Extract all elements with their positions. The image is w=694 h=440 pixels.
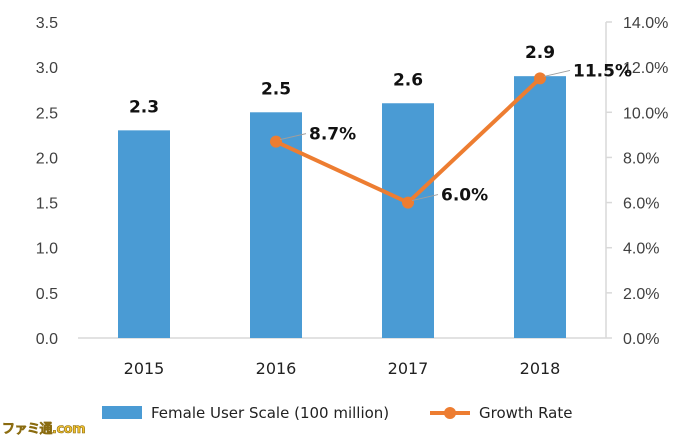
left-tick-label: 2.5: [36, 105, 58, 122]
category-label: 2016: [256, 359, 297, 378]
left-axis-ticks: 0.0 0.5 1.0 1.5 2.0 2.5 3.0 3.5: [36, 15, 58, 348]
label-leader-line: [279, 133, 307, 141]
left-tick-label: 2.0: [36, 150, 58, 167]
bar-value-label: 2.5: [261, 79, 291, 99]
left-tick-label: 1.0: [36, 241, 58, 258]
bar-series: [118, 76, 566, 339]
right-tick-label: 8.0%: [623, 150, 659, 167]
line-value-label: 6.0%: [441, 186, 488, 206]
category-labels: 2015 2016 2017 2018: [124, 359, 561, 378]
bar-value-label: 2.9: [525, 43, 555, 63]
category-label: 2015: [124, 359, 165, 378]
legend-swatch-marker: [444, 407, 456, 419]
bar: [382, 103, 434, 338]
right-tick-label: 10.0%: [623, 105, 668, 122]
label-leader-line: [543, 69, 571, 77]
bar-value-label: 2.3: [129, 97, 159, 117]
left-tick-label: 1.5: [36, 196, 58, 213]
right-tick-label: 14.0%: [623, 15, 668, 32]
right-tick-label: 6.0%: [623, 196, 659, 213]
left-tick-label: 3.0: [36, 60, 58, 77]
right-tick-label: 0.0%: [623, 331, 659, 348]
category-label: 2018: [520, 359, 561, 378]
left-tick-label: 0.0: [36, 331, 58, 348]
right-tick-label: 12.0%: [623, 60, 668, 77]
legend-label-line: Growth Rate: [479, 404, 572, 422]
right-tick-label: 2.0%: [623, 286, 659, 303]
watermark-logo: ファミ通.com: [2, 422, 86, 438]
line-marker: [534, 72, 546, 85]
line-marker: [270, 135, 282, 148]
legend: Female User Scale (100 million) Growth R…: [102, 404, 572, 422]
line-value-labels: 8.7% 6.0% 11.5%: [279, 61, 632, 206]
line-value-label: 11.5%: [573, 61, 632, 81]
line-value-label: 8.7%: [309, 125, 356, 145]
right-tick-label: 4.0%: [623, 241, 659, 258]
category-label: 2017: [388, 359, 429, 378]
legend-label-bar: Female User Scale (100 million): [151, 404, 389, 422]
bar: [118, 130, 170, 338]
label-leader-line: [411, 194, 439, 202]
left-tick-label: 0.5: [36, 286, 58, 303]
left-tick-label: 3.5: [36, 15, 58, 32]
line-marker: [402, 196, 414, 209]
right-axis-ticks: 0.0% 2.0% 4.0% 6.0% 8.0% 10.0% 12.0% 14.0%: [606, 15, 668, 348]
bar: [514, 76, 566, 339]
bar-value-label: 2.6: [393, 70, 423, 90]
bar-value-labels: 2.3 2.5 2.6 2.9: [129, 43, 555, 117]
line-series: [270, 72, 546, 209]
legend-swatch-bar: [102, 406, 142, 419]
